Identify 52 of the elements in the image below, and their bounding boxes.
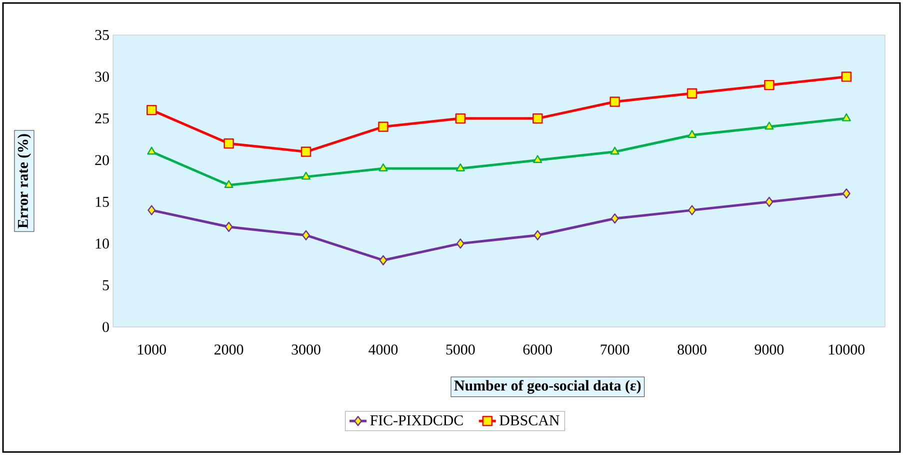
x-tick-label: 5000: [446, 344, 475, 355]
point: [533, 155, 542, 163]
y-tick-label: 25: [95, 113, 109, 124]
point: [302, 172, 311, 180]
point: [455, 113, 466, 124]
y-tick-label: 15: [96, 196, 109, 207]
point: [610, 96, 620, 107]
legend-label: FIC-PIXDCDC: [370, 415, 463, 426]
point: [610, 146, 620, 155]
x-tick-label: 10000: [829, 344, 865, 355]
point: [148, 205, 156, 216]
y-tick-label: 0: [102, 322, 109, 332]
point: [302, 230, 310, 240]
x-tick-label: 2000: [214, 344, 244, 355]
y-axis-title: Error rate (%): [17, 134, 32, 228]
point: [224, 222, 233, 232]
x-axis-title: Number of geo-social data (ε): [454, 380, 641, 394]
point: [224, 138, 234, 149]
x-tick-label: 4000: [368, 344, 398, 355]
legend-label: DBSCAN: [500, 415, 560, 426]
point: [456, 163, 465, 172]
y-tick-label: 35: [95, 30, 109, 40]
point: [842, 113, 851, 122]
x-tick-label: 7000: [600, 344, 630, 355]
x-tick-label: 1000: [138, 344, 166, 355]
point: [378, 163, 388, 172]
point: [764, 122, 774, 130]
point: [764, 80, 774, 90]
y-tick-label: 30: [95, 72, 109, 82]
point: [841, 72, 852, 82]
y-tick-label: 20: [95, 155, 109, 166]
point: [146, 104, 157, 116]
x-tick-label: 3000: [292, 344, 320, 355]
point: [686, 88, 698, 98]
y-tick-label: 5: [102, 280, 109, 290]
point: [300, 146, 312, 157]
point: [456, 238, 464, 249]
point: [147, 146, 156, 155]
point: [842, 188, 850, 199]
point: [534, 230, 542, 240]
y-tick-label: 10: [96, 238, 109, 249]
point: [765, 196, 774, 207]
point: [610, 213, 619, 224]
x-tick-label: 8000: [678, 344, 706, 355]
point: [532, 113, 543, 124]
x-tick-label: 9000: [754, 344, 784, 355]
point: [688, 130, 697, 138]
x-tick-label: 6000: [523, 344, 552, 355]
point: [224, 180, 234, 188]
point: [379, 255, 388, 266]
point: [378, 122, 388, 132]
point: [688, 205, 696, 216]
